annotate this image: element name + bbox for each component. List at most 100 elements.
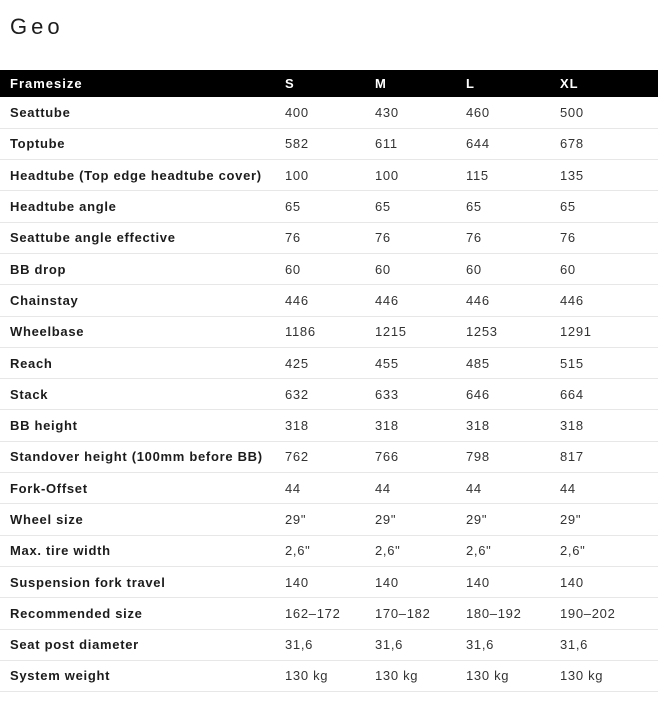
table-row: Seat post diameter 31,6 31,6 31,6 31,6: [0, 629, 658, 661]
row-value-l: 646: [456, 378, 550, 411]
row-value-xl: 65: [550, 190, 658, 223]
table-row: Fork-Offset 44 44 44 44: [0, 472, 658, 505]
row-value-xl: 678: [550, 128, 658, 161]
row-value-l: 31,6: [456, 629, 550, 661]
row-value-s: 29": [275, 503, 365, 536]
row-label: Recommended size: [0, 597, 275, 630]
table-row: Chainstay 446 446 446 446: [0, 284, 658, 317]
row-value-s: 425: [275, 347, 365, 380]
row-value-m: 430: [365, 97, 456, 129]
row-value-l: 29": [456, 503, 550, 536]
row-value-l: 60: [456, 253, 550, 286]
row-label: Seat post diameter: [0, 629, 275, 661]
row-value-s: 76: [275, 222, 365, 254]
row-value-xl: 1291: [550, 316, 658, 348]
row-value-xl: 500: [550, 97, 658, 129]
row-label: Headtube (Top edge headtube cover): [0, 159, 275, 192]
row-label: Stack: [0, 378, 275, 411]
table-row: Stack 632 633 646 664: [0, 378, 658, 411]
row-value-m: 633: [365, 378, 456, 411]
row-label: Fork-Offset: [0, 472, 275, 505]
table-row: Headtube (Top edge headtube cover) 100 1…: [0, 159, 658, 192]
table-row: System weight 130 kg 130 kg 130 kg 130 k…: [0, 660, 658, 693]
row-value-xl: 817: [550, 441, 658, 474]
table-row: Max. tire width 2,6" 2,6" 2,6" 2,6": [0, 535, 658, 567]
table-row: Suspension fork travel 140 140 140 140: [0, 566, 658, 599]
table-row: Standover height (100mm before BB) 762 7…: [0, 441, 658, 474]
row-value-m: 76: [365, 222, 456, 254]
row-value-m: 455: [365, 347, 456, 380]
row-label: Seattube: [0, 97, 275, 129]
table-row: Wheel size 29" 29" 29" 29": [0, 503, 658, 536]
row-value-m: 446: [365, 284, 456, 317]
row-value-s: 762: [275, 441, 365, 474]
row-value-xl: 318: [550, 409, 658, 442]
row-value-l: 115: [456, 159, 550, 192]
row-value-l: 485: [456, 347, 550, 380]
row-value-s: 65: [275, 190, 365, 223]
row-value-l: 2,6": [456, 535, 550, 567]
row-value-xl: 664: [550, 378, 658, 411]
column-header-size-m: M: [365, 70, 456, 97]
row-value-xl: 76: [550, 222, 658, 254]
row-value-s: 31,6: [275, 629, 365, 661]
row-value-l: 44: [456, 472, 550, 505]
row-value-xl: 135: [550, 159, 658, 192]
table-row: Reach 425 455 485 515: [0, 347, 658, 380]
column-header-framesize: Framesize: [0, 70, 275, 97]
row-value-l: 76: [456, 222, 550, 254]
geometry-table: Framesize S M L XL Seattube 400 430 460 …: [0, 70, 658, 693]
table-row: Headtube angle 65 65 65 65: [0, 190, 658, 223]
row-value-xl: 130 kg: [550, 660, 658, 693]
row-value-s: 44: [275, 472, 365, 505]
row-label: Chainstay: [0, 284, 275, 317]
row-value-l: 180–192: [456, 597, 550, 630]
row-value-s: 140: [275, 566, 365, 599]
row-value-l: 460: [456, 97, 550, 129]
row-value-s: 130 kg: [275, 660, 365, 693]
row-value-s: 162–172: [275, 597, 365, 630]
table-row: Seattube 400 430 460 500: [0, 97, 658, 129]
page-title: Geo: [10, 14, 64, 39]
column-header-size-l: L: [456, 70, 550, 97]
row-value-m: 29": [365, 503, 456, 536]
row-value-xl: 44: [550, 472, 658, 505]
table-row: Toptube 582 611 644 678: [0, 128, 658, 161]
geometry-table-body: Seattube 400 430 460 500 Toptube 582 611…: [0, 97, 658, 693]
table-row: Recommended size 162–172 170–182 180–192…: [0, 597, 658, 630]
row-value-s: 400: [275, 97, 365, 129]
row-value-xl: 446: [550, 284, 658, 317]
table-header-row: Framesize S M L XL: [0, 70, 658, 97]
row-value-s: 582: [275, 128, 365, 161]
row-value-m: 65: [365, 190, 456, 223]
row-value-s: 2,6": [275, 535, 365, 567]
row-value-xl: 515: [550, 347, 658, 380]
row-value-m: 31,6: [365, 629, 456, 661]
row-label: Seattube angle effective: [0, 222, 275, 254]
row-value-m: 130 kg: [365, 660, 456, 693]
row-value-m: 318: [365, 409, 456, 442]
row-value-s: 1186: [275, 316, 365, 348]
table-row: Seattube angle effective 76 76 76 76: [0, 222, 658, 254]
row-value-l: 798: [456, 441, 550, 474]
row-label: Standover height (100mm before BB): [0, 441, 275, 474]
row-value-s: 60: [275, 253, 365, 286]
row-value-xl: 140: [550, 566, 658, 599]
row-value-m: 100: [365, 159, 456, 192]
row-label: Reach: [0, 347, 275, 380]
table-row: BB drop 60 60 60 60: [0, 253, 658, 286]
row-label: BB height: [0, 409, 275, 442]
row-label: Headtube angle: [0, 190, 275, 223]
row-label: Wheelbase: [0, 316, 275, 348]
row-value-m: 140: [365, 566, 456, 599]
column-header-size-s: S: [275, 70, 365, 97]
row-value-l: 318: [456, 409, 550, 442]
row-value-xl: 60: [550, 253, 658, 286]
row-value-s: 446: [275, 284, 365, 317]
row-value-l: 140: [456, 566, 550, 599]
table-row: BB height 318 318 318 318: [0, 409, 658, 442]
row-label: Toptube: [0, 128, 275, 161]
row-value-m: 611: [365, 128, 456, 161]
row-value-l: 65: [456, 190, 550, 223]
row-value-xl: 2,6": [550, 535, 658, 567]
